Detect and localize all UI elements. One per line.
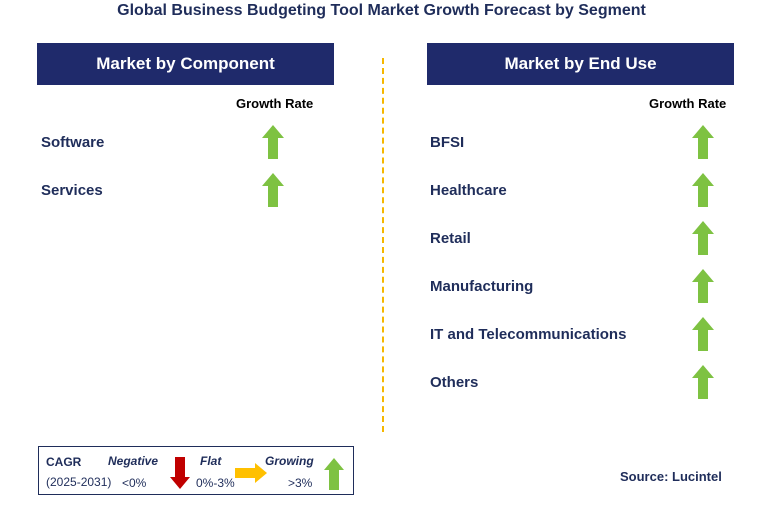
right-arrow-icon [235, 463, 267, 483]
legend-flat-range: 0%-3% [196, 476, 235, 490]
legend-growing-label: Growing [265, 454, 314, 468]
legend-flat-label: Flat [200, 454, 222, 468]
end-use-panel-header: Market by End Use [427, 43, 734, 85]
legend-period: (2025-2031) [46, 475, 112, 489]
chart-title: Global Business Budgeting Tool Market Gr… [117, 2, 646, 19]
segment-label-others: Others [430, 374, 479, 391]
end-use-growth-rate-label: Growth Rate [649, 96, 727, 111]
component-panel-header: Market by Component [37, 43, 334, 85]
up-arrow-icon [262, 173, 284, 207]
up-arrow-icon [692, 173, 714, 207]
segment-label-healthcare: Healthcare [430, 182, 507, 199]
source-note: Source: Lucintel [620, 469, 722, 484]
legend-growing-range: >3% [288, 476, 313, 490]
component-growth-rate-label: Growth Rate [236, 96, 314, 111]
up-arrow-icon [692, 365, 714, 399]
legend-negative-range: <0% [122, 476, 147, 490]
up-arrow-icon [324, 458, 344, 490]
up-arrow-icon [262, 125, 284, 159]
up-arrow-icon [692, 317, 714, 351]
segment-label-manufacturing: Manufacturing [430, 278, 534, 295]
segment-label-services: Services [41, 182, 103, 199]
panel-divider [382, 58, 384, 432]
segment-label-it-telecom: IT and Telecommunications [430, 326, 627, 343]
legend-cagr-label: CAGR [46, 455, 82, 469]
segment-label-bfsi: BFSI [430, 134, 465, 151]
segment-label-retail: Retail [430, 230, 471, 247]
legend-negative-label: Negative [108, 454, 159, 468]
segment-label-software: Software [41, 134, 105, 151]
up-arrow-icon [692, 269, 714, 303]
down-arrow-icon [170, 457, 190, 489]
up-arrow-icon [692, 221, 714, 255]
cagr-legend: CAGR (2025-2031) Negative <0% Flat 0%-3%… [38, 446, 354, 495]
up-arrow-icon [692, 125, 714, 159]
